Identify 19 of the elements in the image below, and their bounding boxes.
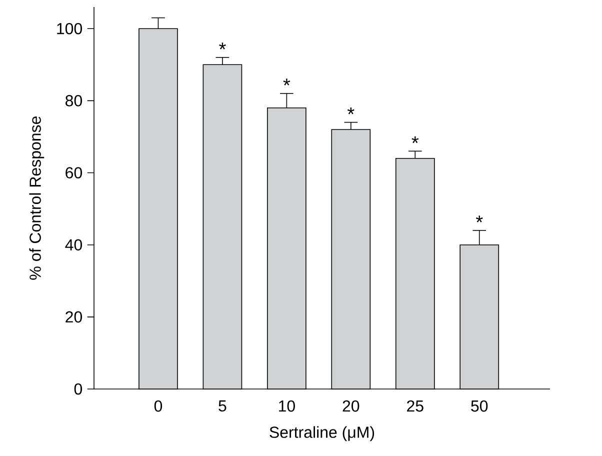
data-label: *: [476, 216, 483, 222]
x-tick-label: 5: [218, 400, 226, 412]
data-label: *: [412, 136, 419, 144]
y-tick-label: 80: [66, 95, 82, 106]
data-label: *: [347, 108, 354, 114]
x-axis-title: Sertraline (μM): [270, 426, 374, 442]
x-tick-label: 0: [154, 400, 162, 412]
data-label: *: [283, 78, 290, 86]
y-axis-title: % of Control Response: [29, 116, 44, 280]
y-tick-label: 100: [57, 22, 82, 34]
data-label: *: [219, 42, 226, 50]
y-tick-label: 60: [66, 167, 82, 178]
y-tick-label: 40: [65, 239, 82, 250]
y-tick-label: 20: [66, 311, 82, 323]
x-tick-label: 10: [278, 400, 295, 412]
x-tick-label: 25: [407, 400, 424, 412]
y-tick-label: 0: [74, 383, 82, 395]
x-tick-label: 20: [342, 400, 360, 412]
x-tick-label: 50: [471, 400, 488, 412]
